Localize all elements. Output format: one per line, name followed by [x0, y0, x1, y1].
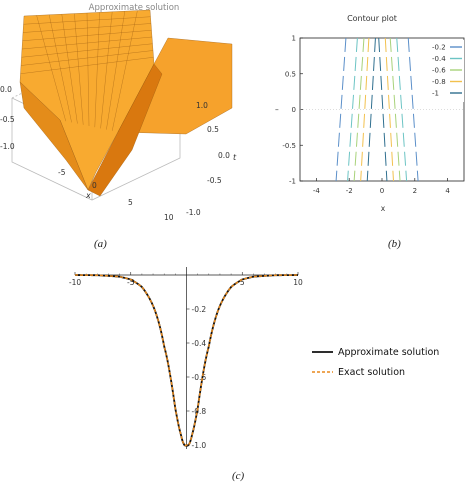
contour-line--1: [366, 37, 376, 182]
caption-a: (a): [94, 238, 107, 250]
contour-line--1: [378, 37, 388, 182]
contour-legend-label: -0.8: [432, 78, 446, 86]
contour-ytick-label: 0: [292, 106, 296, 114]
c-ytick-label: -0.4: [192, 339, 207, 348]
mesh-line: [23, 16, 151, 25]
t-tick-3: -0.5: [207, 176, 222, 185]
contour-ytick-label: -1: [289, 178, 296, 186]
legend-label-approx: Approximate solution: [338, 347, 439, 358]
contour-legend-label: -1: [432, 90, 439, 98]
surface-title: Approximate solution: [89, 3, 180, 13]
mesh-line: [100, 11, 113, 129]
contour-line--0.4: [396, 37, 408, 182]
contour-legend-label: -0.6: [432, 67, 446, 75]
t-tick-1: 0.5: [207, 125, 219, 134]
contour-line--0.8: [384, 37, 394, 182]
contour-axes: -4 -2 0 2 4 1 0.5 0 -0.5 -1: [282, 35, 464, 195]
c-xtick-label: -5: [127, 278, 135, 287]
contour-lines: [335, 37, 419, 182]
legend-label-exact: Exact solution: [338, 367, 405, 378]
mesh-line: [74, 13, 84, 125]
surface-mesh: [19, 9, 233, 197]
contour-xlabel: x: [381, 204, 386, 213]
contour-ytick-label: -0.5: [282, 142, 296, 150]
z-tick-2: -1.0: [0, 142, 15, 151]
c-ytick-label: -0.2: [192, 305, 207, 314]
x-tick-3: 10: [164, 213, 174, 222]
contour-line--0.6: [389, 37, 401, 182]
mesh-line: [112, 10, 138, 131]
contour-plot: Contour plot -4 -2 0 2 4 1 0.5 0 -0.5 -1 x – -0.2…: [275, 14, 465, 213]
z-tick-0: 0.0: [0, 85, 12, 94]
contour-xtick-label: -4: [313, 187, 321, 195]
caption-c: (c): [232, 470, 245, 482]
c-xtick-label: 5: [240, 278, 245, 287]
contour-legend-label: -0.4: [432, 55, 446, 63]
x-tick-2: 5: [128, 198, 133, 207]
c-xtick-label: -10: [69, 278, 81, 287]
line-chart-axes: -10 -5 5 10 -0.2 -0.4 -0.6 -0.8 -1.0: [69, 267, 303, 450]
surface-gridlines: [20, 10, 154, 131]
mesh-line: [20, 50, 154, 66]
mesh-line: [86, 12, 90, 127]
contour-xtick-label: 4: [445, 187, 450, 195]
surface-left-plateau: [19, 9, 155, 191]
contour-ytick-label: 0.5: [285, 70, 296, 78]
mesh-line: [21, 43, 153, 58]
mesh-line: [61, 14, 78, 124]
mesh-line: [36, 15, 66, 122]
x-tick-1: 0: [92, 181, 97, 190]
mesh-line: [49, 14, 72, 123]
contour-xtick-label: -2: [346, 187, 353, 195]
contour-ylabel: –: [275, 105, 279, 114]
t-tick-2: 0.0: [218, 151, 230, 160]
mesh-line: [22, 23, 152, 33]
contour-line--0.4: [347, 37, 358, 182]
line-chart-series: [74, 274, 299, 447]
mesh-line: [106, 11, 125, 130]
contour-line--0.8: [360, 37, 370, 182]
mesh-line: [22, 30, 152, 41]
contour-title: Contour plot: [347, 14, 397, 23]
contour-xtick-label: 2: [413, 187, 417, 195]
c-ytick-label: -0.6: [192, 373, 207, 382]
contour-line--0.2: [335, 37, 347, 182]
contour-ytick-label: 1: [292, 35, 296, 43]
contour-legend: -0.2 -0.4 -0.6 -0.8 -1: [420, 40, 464, 102]
mesh-line: [20, 57, 154, 74]
c-ytick-label: -0.8: [192, 407, 207, 416]
line-chart: -10 -5 5 10 -0.2 -0.4 -0.6 -0.8 -1.0 Approximate…: [69, 267, 439, 450]
mesh-line: [94, 12, 100, 128]
contour-line--0.6: [353, 37, 365, 182]
caption-b: (b): [388, 238, 401, 250]
mesh-line: [21, 36, 153, 50]
surface-tlabel: t: [233, 153, 237, 162]
t-tick-4: -1.0: [186, 208, 201, 217]
surface-xlabel: x: [85, 191, 91, 200]
contour-legend-label: -0.2: [432, 44, 446, 52]
z-tick-1: -0.5: [0, 115, 15, 124]
x-tick-0: -5: [58, 168, 66, 177]
series-exact-line: [74, 274, 299, 447]
contour-line--0.2: [407, 37, 419, 182]
c-xtick-label: 10: [293, 278, 303, 287]
surface-plot: Approximate solution 0.0 -0.5 -1.0 -5 0 …: [0, 3, 237, 222]
c-ytick-label: -1.0: [192, 441, 207, 450]
contour-legend-bg: [420, 40, 464, 102]
surface-front-edge: [19, 81, 89, 191]
line-chart-legend: Approximate solution Exact solution: [312, 347, 439, 378]
t-tick-0: 1.0: [196, 101, 208, 110]
contour-xtick-label: 0: [380, 187, 384, 195]
